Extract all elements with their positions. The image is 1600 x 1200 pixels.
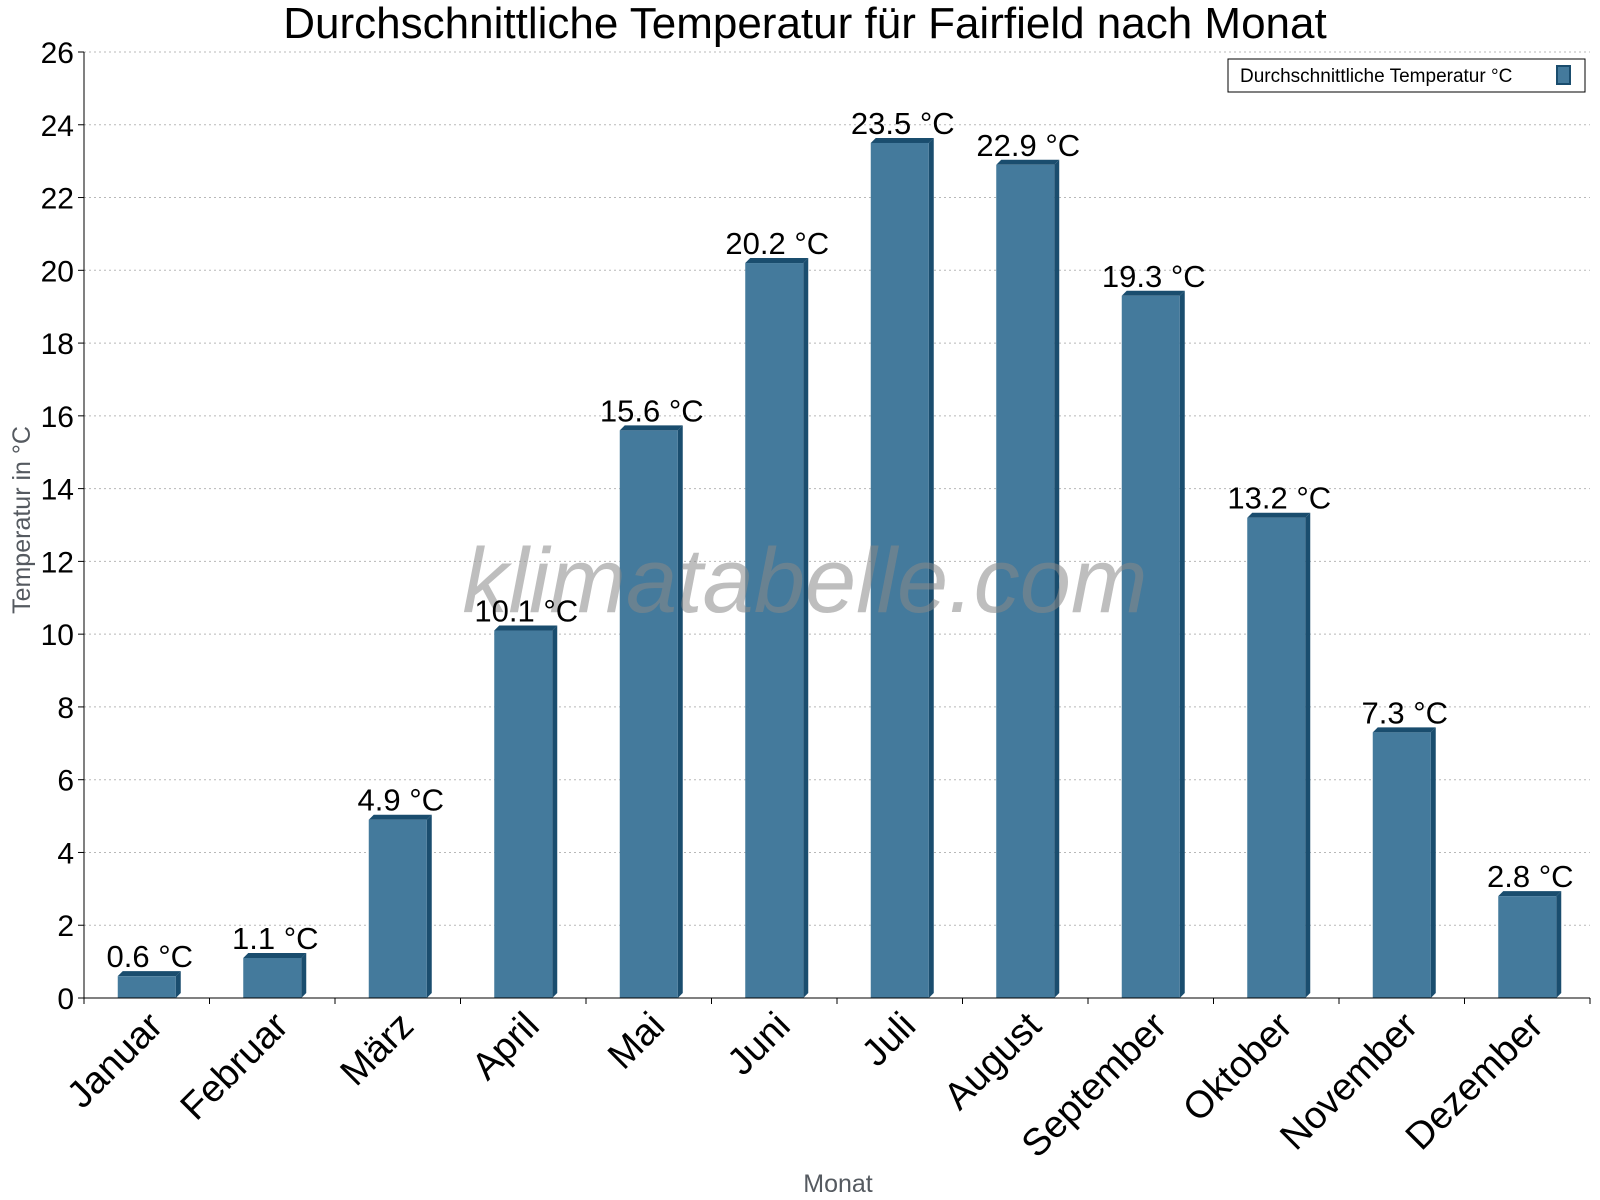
grid-lines — [84, 51, 1590, 926]
y-tick-label: 10 — [41, 619, 74, 652]
bar-side-face — [426, 814, 432, 998]
data-label: 22.9 °C — [976, 128, 1080, 163]
bar-side-face — [1305, 512, 1311, 998]
bar — [870, 142, 929, 998]
bar-side-face — [301, 952, 307, 998]
legend-swatch — [1556, 65, 1571, 85]
data-labels: 0.6 °C 1.1 °C 4.9 °C 10.1 °C 15.6 °C 20.2 °C 2… — [107, 106, 1574, 974]
data-label: 15.6 °C — [600, 393, 704, 428]
bar — [1121, 295, 1180, 998]
y-tick-label: 20 — [41, 255, 74, 288]
data-label: 20.2 °C — [725, 226, 829, 261]
bar — [1247, 517, 1306, 998]
y-tick-label: 26 — [41, 37, 74, 70]
x-tick-label: Juni — [720, 1005, 799, 1084]
data-label: 7.3 °C — [1362, 695, 1449, 730]
bar — [1372, 732, 1431, 998]
bar-side-face — [175, 971, 181, 998]
y-axis-label: Temperatur in °C — [8, 426, 36, 614]
chart-title: Durchschnittliche Temperatur für Fairfie… — [283, 0, 1326, 48]
y-tick-label: 18 — [41, 328, 74, 361]
data-label: 4.9 °C — [358, 783, 445, 818]
bar-top-face — [1498, 891, 1562, 897]
data-label: 0.6 °C — [107, 939, 194, 974]
x-tick-label: Dezember — [1398, 1004, 1552, 1158]
bar-top-face — [243, 952, 307, 958]
y-tick-label: 22 — [41, 183, 74, 216]
y-tick-label: 6 — [57, 765, 74, 798]
bar-side-face — [1179, 290, 1185, 998]
y-tick-label: 4 — [57, 837, 74, 870]
x-tick-label: Mai — [600, 1005, 673, 1078]
y-tick-label: 16 — [41, 401, 74, 434]
y-tick-label: 12 — [41, 546, 74, 579]
y-tick-label: 14 — [41, 474, 74, 507]
bars — [117, 137, 1562, 999]
bar-side-face — [677, 425, 683, 998]
bar-top-face — [1247, 512, 1311, 518]
data-label: 2.8 °C — [1487, 859, 1574, 894]
bar-top-face — [1372, 727, 1436, 733]
y-tick-label: 8 — [57, 692, 74, 725]
bar-side-face — [1054, 159, 1060, 999]
bar — [745, 263, 804, 998]
y-tick-label: 2 — [57, 910, 74, 943]
bar-top-face — [494, 625, 558, 631]
bar — [619, 430, 678, 998]
x-tick-label: Februar — [173, 1004, 297, 1128]
bar — [996, 164, 1055, 999]
y-tick-label: 24 — [41, 110, 74, 143]
x-tick-label: Juli — [854, 1005, 924, 1075]
bar-top-face — [1121, 290, 1185, 296]
bar-side-face — [552, 625, 558, 998]
data-label: 10.1 °C — [474, 594, 578, 629]
bar-side-face — [1556, 891, 1562, 998]
bar — [368, 819, 427, 998]
x-tick-label: Oktober — [1175, 1004, 1301, 1130]
bar-top-face — [117, 971, 181, 977]
bar-top-face — [996, 159, 1060, 165]
x-tick-label: August — [936, 1004, 1050, 1118]
x-axis-label: Monat — [803, 1170, 873, 1198]
y-tick-label: 0 — [57, 983, 74, 1016]
legend: Durchschnittliche Temperatur °C — [1227, 58, 1586, 93]
legend-box — [1227, 58, 1586, 93]
bar — [117, 976, 176, 998]
bar-top-face — [870, 137, 934, 143]
bar — [494, 630, 553, 998]
x-tick-label: April — [464, 1005, 547, 1088]
bar-side-face — [928, 137, 934, 998]
watermark: klimatabelle.com — [462, 530, 1147, 632]
bar — [243, 957, 302, 998]
bar-side-face — [1430, 727, 1436, 998]
x-tick-label: Januar — [59, 1004, 171, 1116]
x-tick-label: März — [333, 1005, 422, 1094]
data-label: 23.5 °C — [851, 106, 955, 141]
bar-top-face — [368, 814, 432, 820]
bar — [1498, 896, 1557, 998]
data-label: 13.2 °C — [1227, 481, 1331, 516]
bar-top-face — [619, 425, 683, 431]
bar-side-face — [803, 258, 809, 998]
legend-label: Durchschnittliche Temperatur °C — [1240, 66, 1512, 87]
bar-top-face — [745, 258, 809, 264]
data-label: 1.1 °C — [232, 921, 319, 956]
data-label: 19.3 °C — [1102, 259, 1206, 294]
